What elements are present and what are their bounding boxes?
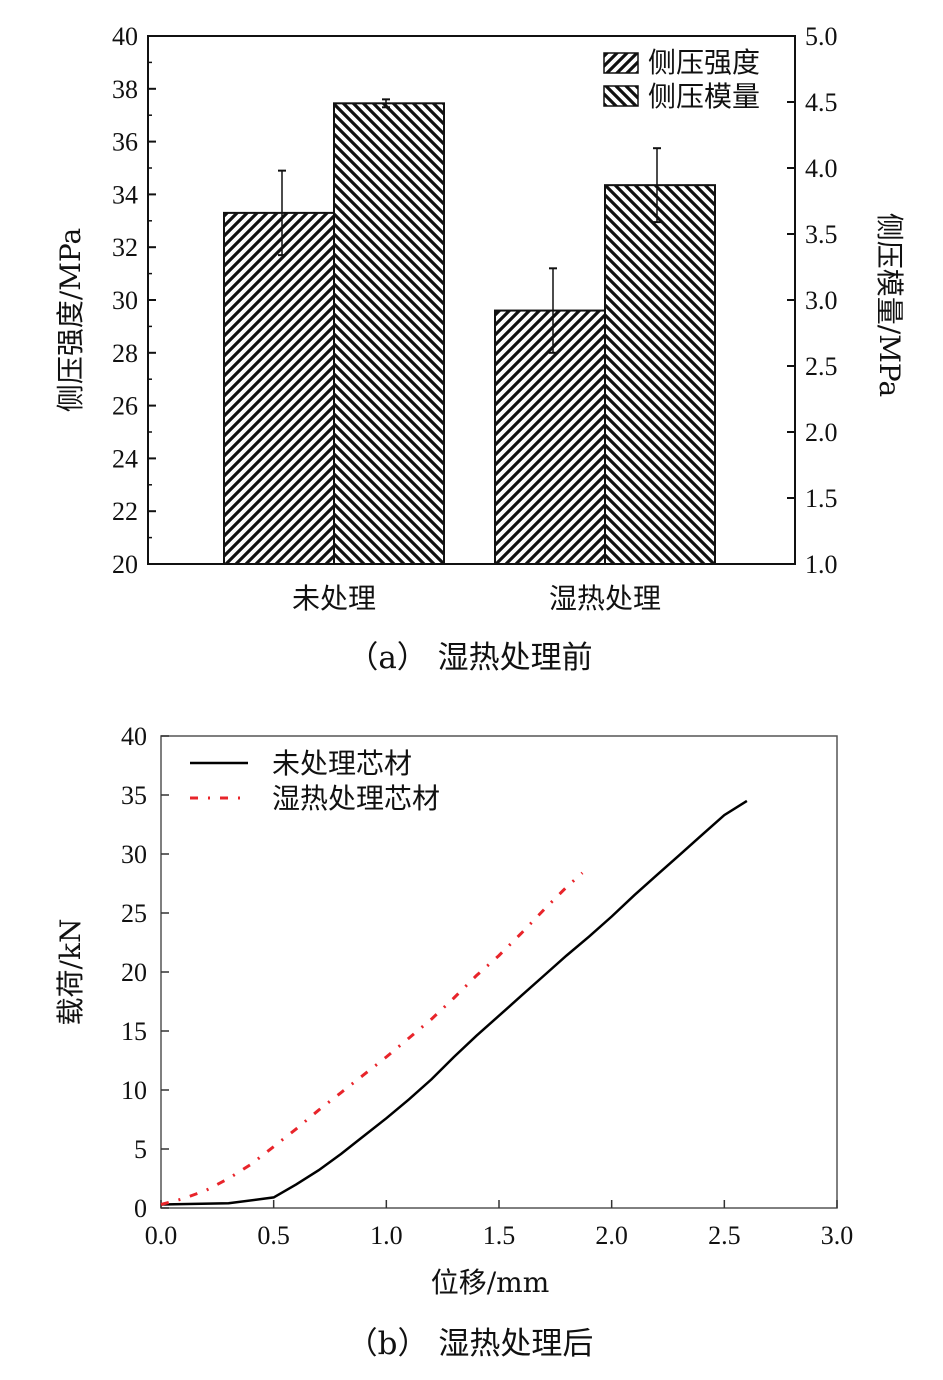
left-tick-label: 32 <box>112 233 138 262</box>
left-tick-label: 26 <box>112 392 138 421</box>
left-tick-label: 38 <box>112 75 138 104</box>
left-tick-label: 30 <box>112 286 138 315</box>
chart-b-caption: （b） 湿热处理后 <box>347 1326 594 1362</box>
chart-b-x-axis: 0.0 0.5 1.0 1.5 2.0 2.5 3.0 <box>145 1200 854 1250</box>
right-tick-label: 3.0 <box>805 286 838 315</box>
right-tick-label: 2.0 <box>805 418 838 447</box>
category-label: 未处理 <box>292 582 376 615</box>
chart-a-left-axis: 20 22 24 26 28 30 32 34 36 38 40 <box>112 22 156 579</box>
right-tick-label: 1.5 <box>805 484 838 513</box>
left-tick-label: 28 <box>112 339 138 368</box>
left-tick-label: 24 <box>112 444 138 473</box>
y-tick-label: 20 <box>121 958 147 987</box>
x-tick-label: 2.0 <box>595 1221 628 1250</box>
chart-a-caption: （a） 湿热处理前 <box>347 640 592 676</box>
x-tick-label: 0.0 <box>145 1221 178 1250</box>
bar-strength-untreated <box>223 211 335 565</box>
legend-label-treated: 湿热处理芯材 <box>272 782 440 815</box>
left-tick-label: 20 <box>112 550 138 579</box>
chart-a-category-labels: 未处理 湿热处理 <box>292 582 661 615</box>
right-tick-label: 2.5 <box>805 352 838 381</box>
right-tick-label: 4.0 <box>805 154 838 183</box>
legend-label-strength: 侧压强度 <box>648 46 760 79</box>
chart-a: 20 22 24 26 28 30 32 34 36 38 40 1.0 1.5 2.0 2.5 3.0 3.… <box>54 22 906 676</box>
x-tick-label: 1.0 <box>370 1221 403 1250</box>
right-tick-label: 3.5 <box>805 220 838 249</box>
chart-b-x-axis-label: 位移/mm <box>431 1266 550 1299</box>
legend-swatch-modulus <box>603 85 639 107</box>
legend-label-modulus: 侧压模量 <box>648 80 760 113</box>
chart-a-left-axis-label: 侧压强度/MPa <box>54 228 87 412</box>
legend-label-untreated: 未处理芯材 <box>272 747 412 780</box>
chart-b-y-axis-label: 载荷/kN <box>54 919 87 1026</box>
left-tick-label: 22 <box>112 497 138 526</box>
chart-a-error-bars <box>278 98 661 354</box>
bar-modulus-treated <box>604 184 716 565</box>
series-line-treated <box>160 871 584 1206</box>
x-tick-label: 2.5 <box>708 1221 741 1250</box>
x-tick-label: 3.0 <box>821 1221 854 1250</box>
x-tick-label: 1.5 <box>483 1221 516 1250</box>
y-tick-label: 30 <box>121 840 147 869</box>
bar-modulus-untreated <box>333 102 445 565</box>
right-tick-label: 4.5 <box>805 88 838 117</box>
y-tick-label: 35 <box>121 781 147 810</box>
chart-a-right-axis: 1.0 1.5 2.0 2.5 3.0 3.5 4.0 4.5 5.0 <box>787 22 838 579</box>
chart-a-bars <box>223 102 716 565</box>
x-tick-label: 0.5 <box>257 1221 290 1250</box>
chart-b-legend: 未处理芯材 湿热处理芯材 <box>190 747 440 815</box>
y-tick-label: 0 <box>134 1194 147 1223</box>
category-label: 湿热处理 <box>549 582 661 615</box>
right-tick-label: 5.0 <box>805 22 838 51</box>
bar-strength-treated <box>494 309 606 565</box>
legend-swatch-strength <box>603 52 639 74</box>
y-tick-label: 25 <box>121 899 147 928</box>
right-tick-label: 1.0 <box>805 550 838 579</box>
left-tick-label: 34 <box>112 180 138 209</box>
chart-b: 0.0 0.5 1.0 1.5 2.0 2.5 3.0 0 5 10 15 20 25 30 35 40 载… <box>54 722 853 1362</box>
y-tick-label: 40 <box>121 722 147 751</box>
y-tick-label: 5 <box>134 1135 147 1164</box>
left-tick-label: 40 <box>112 22 138 51</box>
left-tick-label: 36 <box>112 128 138 157</box>
y-tick-label: 15 <box>121 1017 147 1046</box>
y-tick-label: 10 <box>121 1076 147 1105</box>
chart-a-legend: 侧压强度 侧压模量 <box>603 46 760 113</box>
chart-b-y-axis: 0 5 10 15 20 25 30 35 40 <box>121 722 169 1223</box>
chart-a-right-axis-label: 侧压模量/MPa <box>873 213 906 397</box>
chart-b-series <box>160 799 748 1206</box>
series-line-untreated <box>160 799 748 1206</box>
